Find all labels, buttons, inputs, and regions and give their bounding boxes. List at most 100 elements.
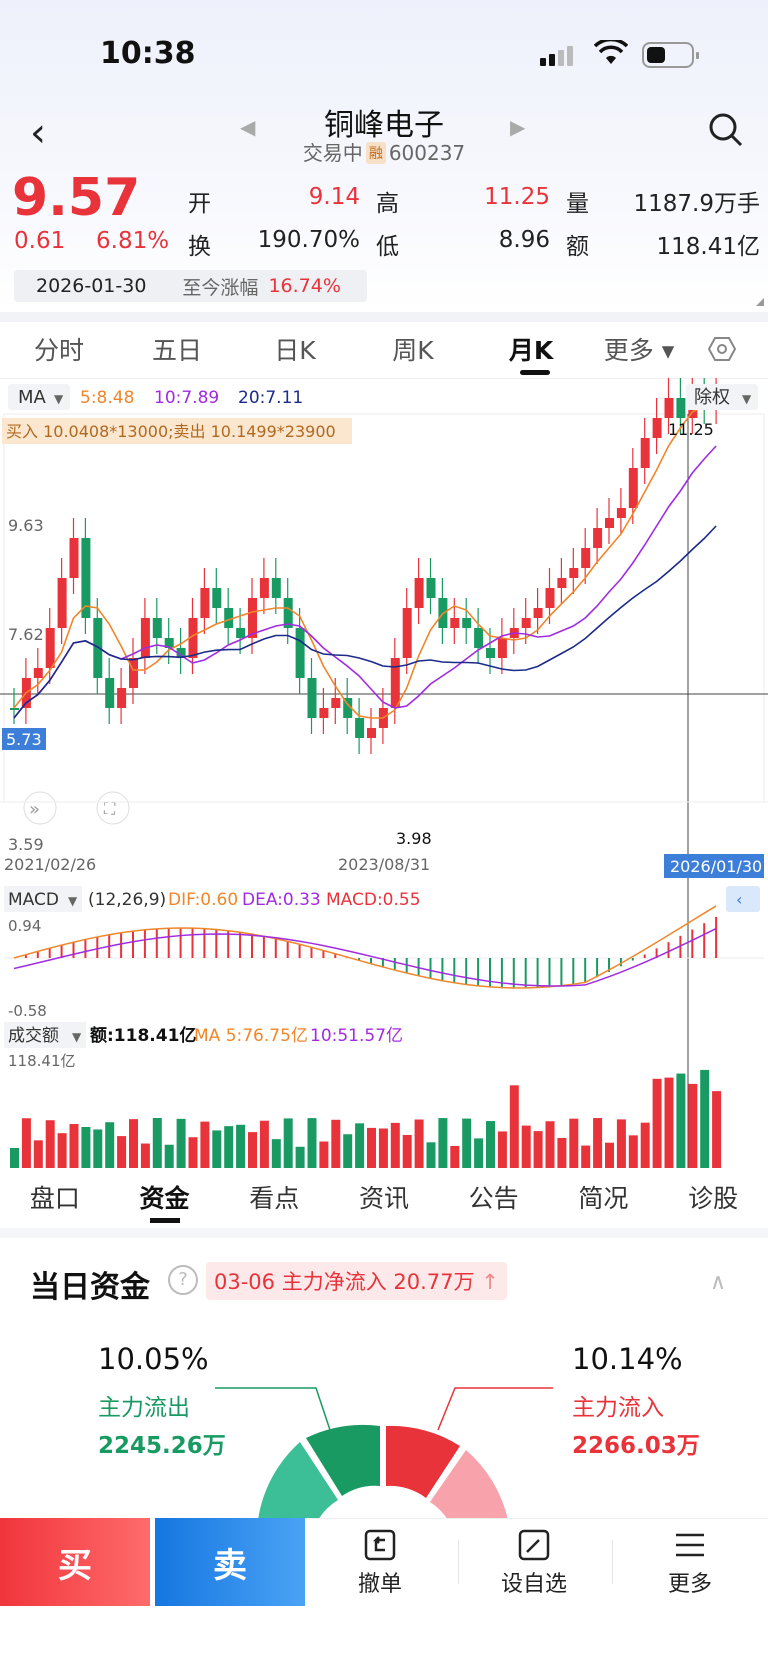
adjust-dropdown-icon: ▼ [742,392,752,406]
volume-bar [581,1145,591,1168]
fullscreen-icon[interactable] [96,791,130,825]
more-button[interactable]: 更多 [640,1528,740,1598]
macd-dif: DIF:0.60 [168,890,238,910]
net-flow-badge: 03-06 主力净流入 20.77万 ↑ [206,1262,507,1300]
candle-body [581,548,591,568]
cancel-order-button[interactable]: 撤单 [330,1528,430,1598]
status-time: 10:38 [100,36,196,71]
help-icon[interactable]: ? [168,1265,198,1295]
chevron-up-icon[interactable]: ∧ [710,1270,727,1295]
ma-selector[interactable] [8,384,70,410]
volume-bar [426,1142,436,1168]
volume-bar [676,1073,686,1168]
volume-bar [700,1069,710,1168]
candle-body [474,628,484,648]
volume-dropdown-icon: ▼ [72,1030,82,1044]
volume-bar [33,1140,43,1168]
macd-bottom: -0.58 [8,1002,47,1020]
candle-body [569,568,579,578]
volume-amount: 额:118.41亿 [90,1025,196,1046]
quote-date: 2026-01-30 [36,275,147,297]
candle-body [533,608,543,618]
tab-intraday[interactable]: 分时 [33,336,84,365]
edit-icon [518,1529,550,1561]
volume-bar [45,1120,55,1168]
tab-monthly-k[interactable]: 月K [508,336,554,365]
candle-body [593,528,603,548]
volume-bar [355,1123,365,1168]
ma5-line [13,401,717,719]
buy-button[interactable]: 买 [0,1518,150,1606]
expand-left-icon[interactable] [23,791,57,825]
amount-value: 118.41亿 [656,234,760,260]
candle-body [676,398,686,418]
dea-line [13,927,717,987]
cancel-order-label: 撤单 [357,1572,402,1597]
tab-funds[interactable]: 资金 [139,1184,190,1213]
tab-more[interactable]: 更多 ▾ [603,336,675,365]
candle-body [497,638,507,658]
macd-selector[interactable] [4,886,82,912]
volume-bar [331,1119,341,1168]
volume-bar [212,1130,222,1168]
crosshair-price-bg [2,728,46,750]
volume-selector[interactable] [4,1022,86,1048]
candle-body [664,398,674,418]
current-price: 9.57 [12,168,141,228]
volume-bar [521,1125,531,1168]
tab-announcements[interactable]: 公告 [468,1184,519,1213]
tab-diagnosis[interactable]: 诊股 [688,1184,739,1213]
kline-chart[interactable]: MA ▼ 5:8.48 10:7.89 20:7.11 除权 ▼ 买入 10.0… [0,378,768,1168]
volume-bar [605,1142,614,1168]
volume-bar [367,1127,376,1168]
ma10-legend: 10:7.89 [154,388,219,408]
tab-profile[interactable]: 简况 [578,1184,629,1213]
order-line: 买入 10.0408*13000;卖出 10.1499*23900 [6,422,336,441]
tab-highlights[interactable]: 看点 [249,1184,300,1213]
volume-bar [188,1137,198,1168]
menu-icon [676,1533,704,1557]
tab-order-book[interactable]: 盘口 [29,1184,80,1213]
volume-bar [259,1120,269,1168]
macd-params: (12,26,9) [88,890,166,910]
candle-body [367,728,376,738]
candle-body [10,708,19,710]
volume-bar [319,1141,329,1168]
price-panel [0,378,768,1168]
volume-bar [545,1121,555,1168]
tab-news[interactable]: 资讯 [358,1184,409,1213]
volume-bar [10,1148,19,1168]
double-arrow-glyph: » [29,799,40,820]
tab-daily-k[interactable]: 日K [274,336,316,365]
collapse-indicator-button[interactable] [726,886,760,912]
crosshair-date-bg [664,854,764,878]
volume-bar [640,1122,650,1168]
adjust-selector[interactable] [686,384,758,410]
next-stock-icon[interactable]: ▶ [510,115,526,139]
candle-body [616,508,626,518]
back-button[interactable]: ‹ [30,110,46,156]
prev-stock-icon[interactable]: ◀ [240,115,256,139]
add-watchlist-button[interactable]: 设自选 [484,1528,584,1598]
macd-value: MACD:0.55 [326,890,421,910]
volume-bar [271,1139,281,1168]
order-line-bg [2,418,352,444]
volume-bar [176,1118,186,1168]
volume-bar [664,1077,674,1168]
volume-bar [69,1124,79,1168]
search-icon[interactable] [708,112,744,148]
candle-body [414,578,424,608]
tab-weekly-k[interactable]: 周K [392,336,434,365]
volume-bar [628,1135,638,1168]
candle-body [343,698,353,718]
crosshair-date: 2026/01/30 [670,857,762,876]
tab-underline [520,370,550,375]
stock-name: 铜峰电子 [324,108,444,143]
sell-button[interactable]: 卖 [155,1518,305,1606]
settings-icon[interactable] [708,335,736,363]
volume-bar [248,1132,257,1168]
expand-corner-icon[interactable] [756,298,764,306]
candle-body [545,588,555,608]
tab-five-day[interactable]: 五日 [151,336,202,365]
arrow-up-icon: ↑ [481,1270,499,1294]
